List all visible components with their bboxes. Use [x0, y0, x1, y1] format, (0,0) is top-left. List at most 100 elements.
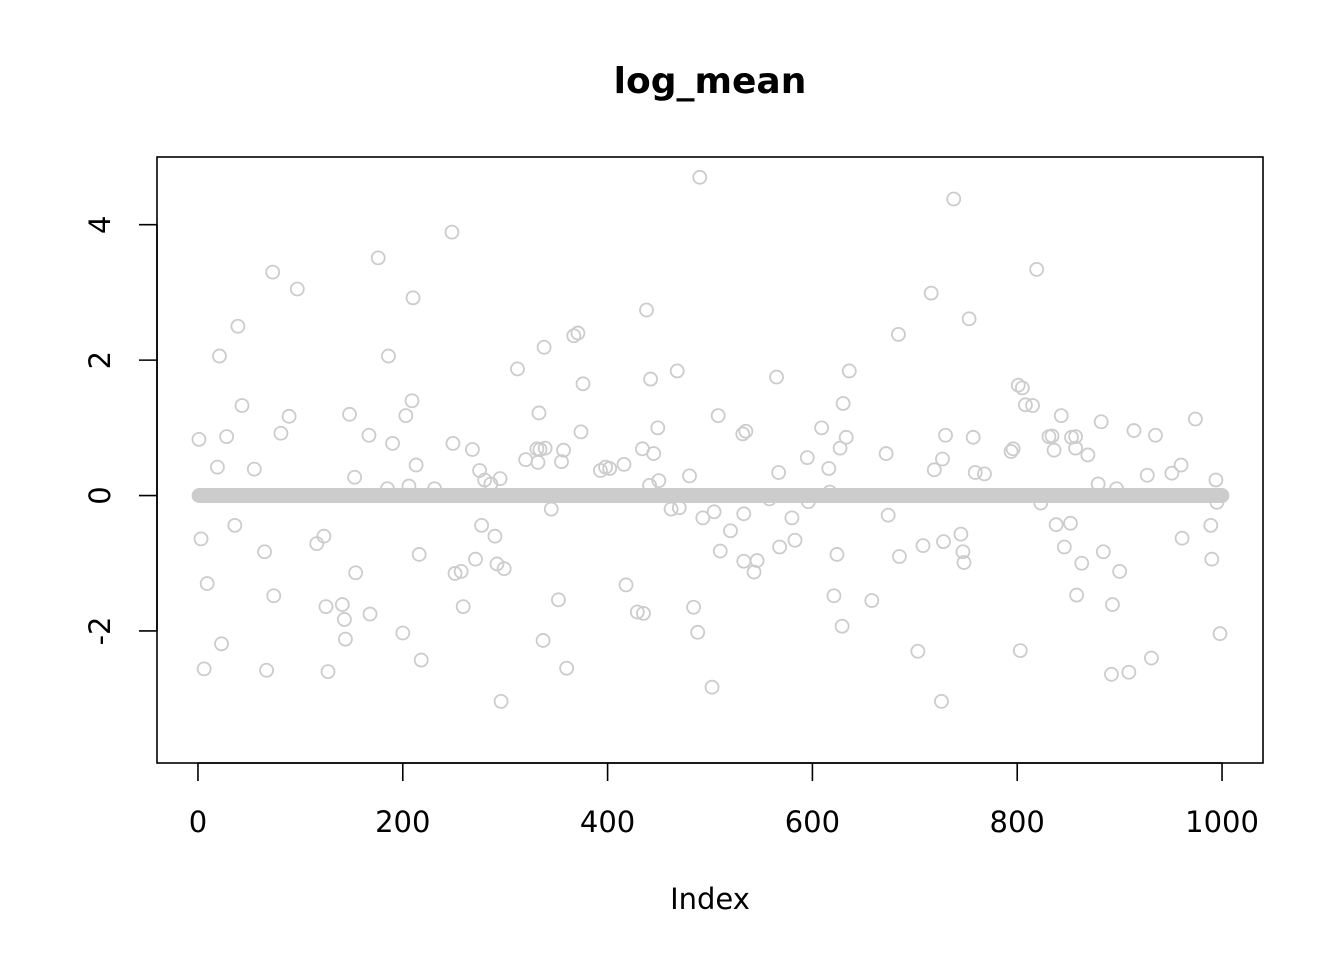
data-point	[1074, 555, 1090, 571]
data-point	[234, 398, 250, 413]
data-point	[493, 693, 509, 709]
plot-frame	[156, 156, 1264, 764]
data-point	[543, 501, 559, 517]
data-point	[695, 510, 711, 526]
data-point	[1029, 261, 1045, 277]
x-tick-label: 1000	[1185, 805, 1259, 839]
data-point	[453, 563, 469, 579]
data-point	[618, 577, 634, 593]
data-point	[219, 429, 235, 445]
data-point	[1053, 408, 1069, 424]
data-point	[1014, 380, 1030, 396]
y-tick-label: 4	[83, 215, 117, 233]
data-point	[1109, 481, 1124, 497]
data-point	[771, 465, 787, 480]
data-point	[602, 461, 618, 476]
y-tick-label: -2	[83, 617, 117, 646]
data-point	[706, 504, 722, 520]
data-point	[736, 506, 752, 522]
data-point	[468, 551, 483, 567]
data-point	[650, 420, 666, 436]
data-point	[749, 553, 765, 568]
x-axis-label: Index	[670, 882, 750, 916]
data-point	[1104, 666, 1119, 682]
data-point	[1090, 476, 1106, 492]
data-point	[629, 604, 645, 620]
baseline-points	[191, 488, 1230, 503]
data-point	[456, 488, 472, 503]
data-point	[1143, 650, 1159, 666]
x-axis: 0 200 400 600 800 1000	[189, 762, 1259, 839]
data-point	[723, 523, 738, 539]
data-point	[320, 664, 336, 679]
data-point	[923, 285, 939, 301]
data-point	[401, 478, 417, 494]
data-point	[398, 408, 414, 424]
data-point	[838, 429, 854, 445]
data-point	[826, 588, 842, 604]
data-point	[1048, 517, 1064, 533]
data-point	[361, 427, 377, 443]
data-point	[554, 454, 569, 470]
data-point	[1112, 563, 1128, 579]
data-point	[704, 679, 720, 695]
data-point	[736, 553, 752, 569]
data-point	[455, 599, 471, 614]
data-point	[946, 191, 962, 207]
data-point	[370, 250, 386, 266]
data-point	[573, 424, 589, 440]
data-point	[556, 442, 571, 458]
data-point	[1056, 539, 1072, 555]
data-point	[196, 661, 212, 677]
data-point	[1044, 428, 1060, 444]
data-point	[1080, 447, 1096, 463]
data-point	[1069, 587, 1085, 603]
data-point	[496, 561, 512, 577]
data-point	[663, 501, 679, 517]
data-point	[445, 436, 461, 451]
data-point	[1121, 664, 1137, 680]
data-point	[891, 326, 906, 342]
data-point	[212, 348, 227, 364]
data-point	[395, 625, 411, 641]
data-point	[289, 281, 305, 297]
data-point	[1046, 442, 1062, 458]
data-point	[413, 652, 429, 668]
x-tick-label: 0	[189, 805, 207, 839]
data-point	[348, 565, 364, 581]
x-tick-label: 600	[785, 805, 840, 839]
data-point	[1208, 472, 1224, 488]
chart-title: log_mean	[614, 61, 807, 102]
data-point	[1148, 427, 1163, 443]
y-tick-label: 0	[83, 486, 117, 504]
data-point	[510, 361, 525, 377]
data-point	[651, 473, 667, 489]
data-point	[690, 624, 706, 640]
data-point	[575, 376, 591, 392]
data-point	[347, 469, 363, 485]
data-point	[1213, 488, 1229, 503]
data-point	[1020, 488, 1035, 503]
data-point	[961, 311, 977, 327]
data-point	[210, 459, 225, 475]
data-point	[646, 446, 662, 461]
data-point	[934, 693, 949, 709]
data-point	[864, 593, 880, 608]
data-point	[800, 494, 816, 510]
data-point	[408, 457, 424, 473]
data-point	[616, 457, 632, 472]
x-tick-label: 200	[375, 805, 430, 839]
data-point	[636, 605, 651, 621]
x-tick-label: 800	[990, 805, 1045, 839]
data-point	[404, 393, 420, 409]
data-point	[710, 408, 726, 424]
data-point	[318, 599, 334, 614]
data-point	[945, 488, 961, 503]
data-point	[405, 290, 421, 306]
data-point	[193, 531, 209, 547]
data-point	[821, 461, 837, 476]
data-point	[566, 328, 582, 344]
data-point	[1174, 530, 1190, 546]
data-point	[761, 491, 777, 507]
